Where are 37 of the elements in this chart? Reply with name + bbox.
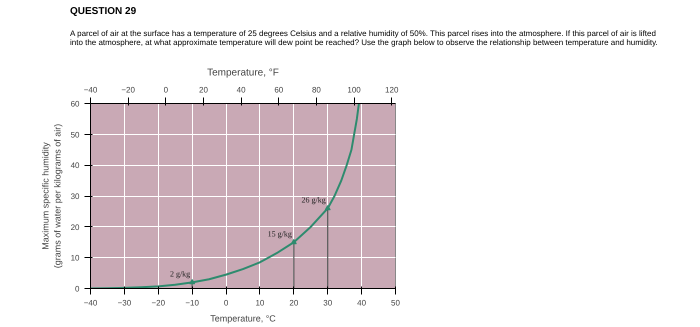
- y-tick-label: 0: [75, 284, 80, 294]
- annotation: 15 g/kg: [268, 229, 292, 238]
- chart-title: QUESTION 29: [70, 5, 136, 19]
- annotation: 2 g/kg: [170, 269, 190, 278]
- x2-tick-label: 0: [164, 86, 169, 94]
- x2-tick-label: −40: [84, 86, 98, 94]
- x-tick-label: 20: [289, 298, 299, 308]
- x-axis-title: Temperature, °C: [210, 314, 276, 324]
- x-tick-label: 0: [224, 298, 229, 308]
- x-tick-label: 40: [357, 298, 367, 308]
- x-tick-label: −40: [84, 298, 98, 308]
- x2-tick-label: 40: [236, 86, 246, 94]
- x-tick-label: −10: [185, 298, 200, 308]
- y-tick-label: 10: [70, 254, 80, 263]
- x2-tick-label: 80: [312, 86, 322, 94]
- point: [189, 278, 196, 284]
- y-tick-label: 30: [70, 192, 80, 201]
- x2-axis-title: Temperature, °F: [207, 68, 279, 78]
- y-tick-label: 20: [70, 222, 80, 232]
- x2-tick-label: 20: [199, 86, 208, 94]
- x-tick-label: 10: [255, 298, 265, 308]
- x2-tick-label: −20: [121, 86, 136, 94]
- x-tick-label: 30: [323, 298, 333, 308]
- annotation: 26 g/kg: [302, 195, 326, 204]
- point: [324, 204, 331, 210]
- y-tick-label: 40: [70, 161, 80, 170]
- x-tick-label: −30: [118, 298, 132, 308]
- point: [290, 238, 297, 244]
- x2-tick-label: 100: [347, 86, 362, 94]
- y-tick-label: 50: [70, 130, 80, 140]
- x-tick-label: −20: [151, 298, 166, 308]
- chart-subtitle: A parcel of air at the surface has a temperature of 25 degrees Celsius and a relative humidity of 50%. This parcel rises into the atmosphere. If this parcel of air is lifted into the atmosphere, at what approximate temperature will dew point be reached? Use the graph below to observe the relationship between temperature and humidity.: [70, 29, 659, 47]
- x-tick-label: 50: [391, 298, 400, 308]
- x2-tick-label: 120: [385, 86, 399, 94]
- y-tick-label: 60: [70, 100, 80, 108]
- x2-tick-label: 60: [274, 86, 284, 94]
- y-axis-title: Maximum specific humidity (grams of water per kilograms of air): [40, 124, 63, 268]
